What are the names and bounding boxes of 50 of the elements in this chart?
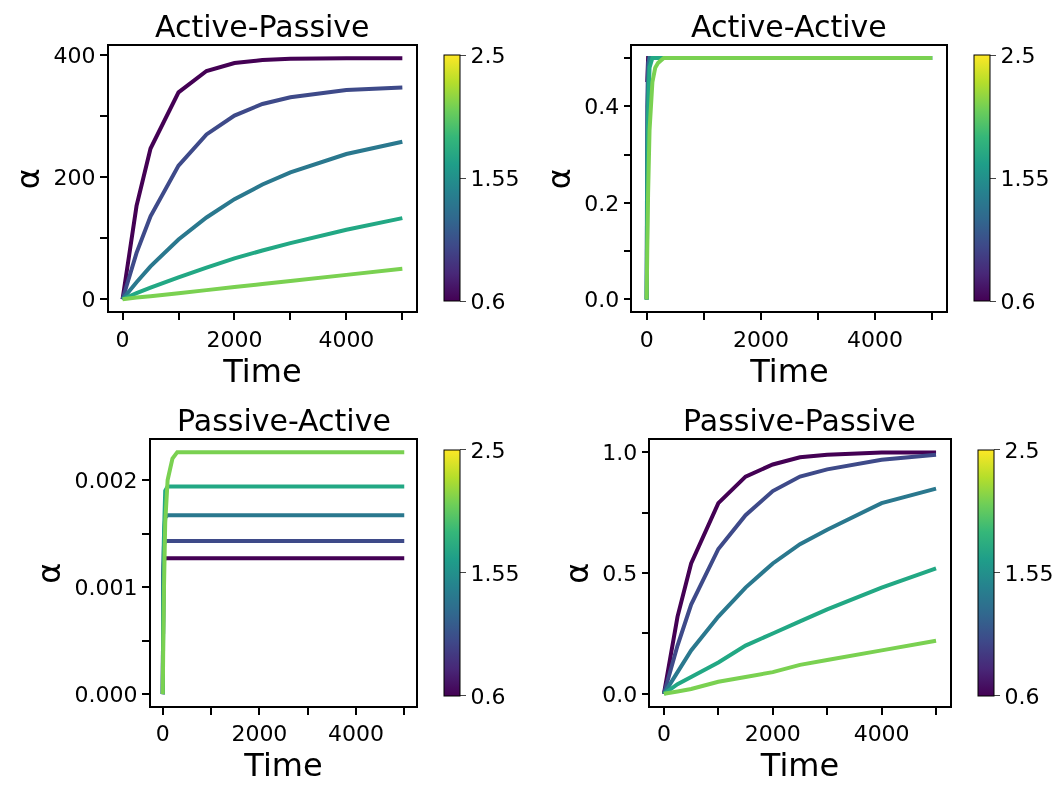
x-tick-label: 2000 xyxy=(732,326,789,352)
y-axis-title: α xyxy=(540,168,579,190)
color-bar-label: 0.6 xyxy=(1000,289,1036,315)
y-tick-label: 400 xyxy=(53,42,96,68)
chart-title: Active-Passive xyxy=(155,9,370,44)
x-tick-label: 0 xyxy=(639,326,654,352)
x-axis-title: Time xyxy=(759,746,840,785)
x-axis-title: Time xyxy=(749,351,829,390)
x-tick-label: 4000 xyxy=(318,326,375,352)
y-tick-label: 0.002 xyxy=(74,467,138,493)
chart-title: Passive-Active xyxy=(177,403,391,438)
y-axis-title: α xyxy=(30,562,69,584)
color-bar-label: 1.55 xyxy=(1000,166,1050,192)
y-tick-label: 0.001 xyxy=(74,574,138,600)
x-tick-label: 4000 xyxy=(853,721,910,747)
x-tick-label: 0 xyxy=(656,721,671,747)
color-bar-label: 2.5 xyxy=(470,437,506,463)
chart-title: Active-Active xyxy=(691,9,887,44)
line-series xyxy=(661,566,939,696)
color-bar-label: 0.6 xyxy=(1004,683,1040,709)
y-tick-label: 0.0 xyxy=(602,681,638,707)
y-axis-title: α xyxy=(9,168,48,190)
y-tick-label: 0.4 xyxy=(584,94,620,119)
color-bar-label: 2.5 xyxy=(1004,437,1040,463)
color-bar-label: 0.6 xyxy=(470,683,506,709)
y-tick-label: 0.5 xyxy=(602,560,638,586)
x-tick-label: 2000 xyxy=(231,721,288,747)
color-bar-label: 1.55 xyxy=(470,166,520,192)
y-tick-label: 200 xyxy=(53,164,96,190)
x-tick-label: 4000 xyxy=(847,326,904,352)
y-tick-label: 0.0 xyxy=(584,287,620,313)
y-tick-label: 1.0 xyxy=(602,440,638,466)
line-series xyxy=(661,638,939,696)
x-tick-label: 2000 xyxy=(206,326,263,352)
chart-title: Passive-Passive xyxy=(683,403,916,438)
color-bar-label: 2.5 xyxy=(470,43,506,69)
color-bar-label: 1.55 xyxy=(1004,560,1054,586)
x-axis-title: Time xyxy=(243,746,323,785)
y-tick-label: 0.000 xyxy=(74,681,138,707)
x-tick-label: 2000 xyxy=(744,721,801,747)
y-tick-label: 0.2 xyxy=(584,190,620,216)
color-bar-label: 0.6 xyxy=(470,289,506,315)
line-series xyxy=(120,266,405,302)
color-bar-label: 1.55 xyxy=(470,560,520,586)
x-tick-label: 0 xyxy=(155,721,170,747)
y-axis-title: α xyxy=(557,562,596,584)
color-bar-label: 2.5 xyxy=(1000,43,1036,69)
x-axis-title: Time xyxy=(222,351,302,390)
y-tick-label: 0 xyxy=(81,286,96,312)
x-tick-label: 4000 xyxy=(327,721,384,747)
